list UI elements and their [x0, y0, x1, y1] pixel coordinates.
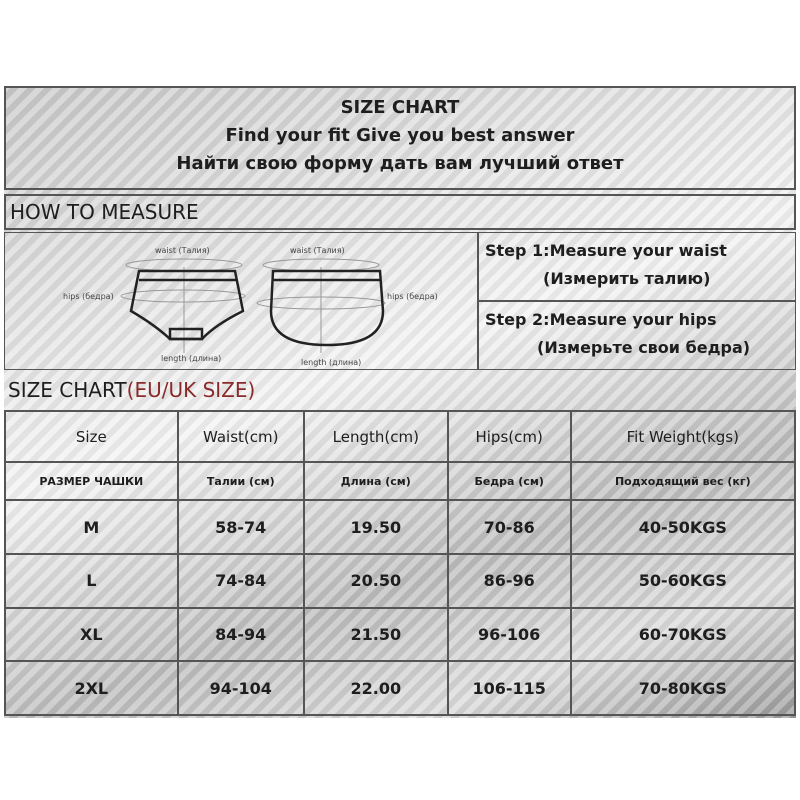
cell: 50-60KGS	[569, 553, 797, 609]
cell: 40-50KGS	[569, 499, 797, 556]
underwear-diagram: waist (Талия) waist (Талия) hips (бедра)…	[63, 246, 438, 367]
measure-diagram: waist (Талия) waist (Талия) hips (бедра)…	[4, 232, 478, 370]
header-cell: Waist(cm)	[176, 409, 305, 464]
size-chart-accent: (EU/UK SIZE)	[126, 378, 256, 402]
size-table: Size Waist(cm) Length(cm) Hips(cm) Fit Weigh…	[4, 409, 797, 716]
cell: 2XL	[4, 660, 179, 716]
step-1-ru: (Измерить талию)	[543, 269, 711, 288]
cell: 74-84	[176, 553, 305, 609]
subheader-cell: Длина (см)	[302, 461, 449, 502]
hips-label-2: hips (бедра)	[387, 292, 438, 301]
step-2: Step 2:Measure your hips (Измерьте свои …	[478, 301, 796, 370]
subtitle-en: Find your fit Give you best answer	[225, 125, 575, 146]
length-label: length (длина)	[161, 354, 221, 363]
waist-label: waist (Талия)	[155, 246, 210, 255]
step-1: Step 1:Measure your waist (Измерить тали…	[478, 232, 796, 301]
table-row: M 58-74 19.50 70-86 40-50KGS	[4, 499, 797, 556]
cell: 70-86	[446, 499, 572, 556]
header-cell: Hips(cm)	[446, 409, 572, 464]
cell: 58-74	[176, 499, 305, 556]
cell: 22.00	[302, 660, 449, 716]
cell: L	[4, 553, 179, 609]
how-to-measure-heading: HOW TO MEASURE	[4, 194, 796, 230]
step-1-en: Step 1:Measure your waist	[485, 241, 727, 260]
subheader-cell: РАЗМЕР ЧАШКИ	[4, 461, 179, 502]
cell: XL	[4, 606, 179, 663]
table-row: XL 84-94 21.50 96-106 60-70KGS	[4, 606, 797, 663]
header: SIZE CHART Find your fit Give you best a…	[4, 86, 796, 190]
cell: 84-94	[176, 606, 305, 663]
hips-label: hips (бедра)	[63, 292, 114, 301]
subheader-cell: Талии (см)	[176, 461, 305, 502]
cell: 19.50	[302, 499, 449, 556]
table-header: Size Waist(cm) Length(cm) Hips(cm) Fit Weigh…	[4, 409, 797, 464]
cell: 94-104	[176, 660, 305, 716]
waist-label-2: waist (Талия)	[290, 246, 345, 255]
length-label-2: length (длина)	[301, 358, 361, 367]
cell: 20.50	[302, 553, 449, 609]
cell: 70-80KGS	[569, 660, 797, 716]
step-2-ru: (Измерьте свои бедра)	[537, 338, 751, 357]
subheader-cell: Бедра (см)	[446, 461, 572, 502]
step-2-en: Step 2:Measure your hips	[485, 310, 717, 329]
cell: M	[4, 499, 179, 556]
cell: 96-106	[446, 606, 572, 663]
cell: 86-96	[446, 553, 572, 609]
subtitle-ru: Найти свою форму дать вам лучший ответ	[176, 153, 624, 174]
header-cell: Size	[4, 409, 179, 464]
cell: 21.50	[302, 606, 449, 663]
header-cell: Fit Weight(kgs)	[569, 409, 797, 464]
table-subheader: РАЗМЕР ЧАШКИ Талии (см) Длина (см) Бедра (с…	[4, 461, 797, 502]
header-cell: Length(cm)	[302, 409, 449, 464]
title: SIZE CHART	[340, 97, 460, 118]
cell: 106-115	[446, 660, 572, 716]
size-chart-heading: SIZE CHART(EU/UK SIZE)	[4, 374, 796, 410]
table-row: 2XL 94-104 22.00 106-115 70-80KGS	[4, 660, 797, 716]
size-chart-frame: SIZE CHART Find your fit Give you best a…	[4, 86, 797, 718]
table-row: L 74-84 20.50 86-96 50-60KGS	[4, 553, 797, 609]
subheader-cell: Подходящий вес (кг)	[569, 461, 797, 502]
size-chart-title: SIZE CHART	[8, 378, 127, 402]
cell: 60-70KGS	[569, 606, 797, 663]
